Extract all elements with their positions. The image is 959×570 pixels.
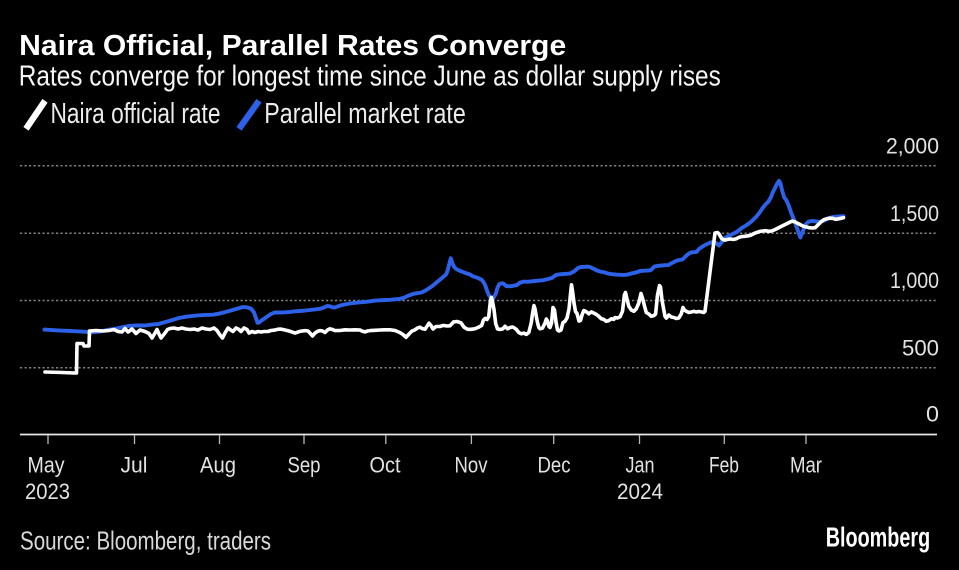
svg-text:Dec: Dec	[538, 452, 571, 477]
svg-text:Sep: Sep	[288, 452, 321, 477]
svg-text:1,500: 1,500	[890, 201, 939, 226]
svg-text:Oct: Oct	[370, 452, 401, 477]
svg-text:May: May	[28, 452, 65, 477]
svg-text:Source: Bloomberg, traders: Source: Bloomberg, traders	[20, 525, 271, 555]
svg-text:0: 0	[926, 402, 939, 427]
svg-text:Parallel market rate: Parallel market rate	[264, 98, 466, 130]
svg-text:Aug: Aug	[200, 452, 236, 477]
svg-text:2024: 2024	[617, 479, 663, 504]
svg-text:2023: 2023	[25, 479, 70, 504]
svg-text:Rates converge for longest tim: Rates converge for longest time since Ju…	[19, 60, 721, 92]
svg-text:1,000: 1,000	[890, 268, 939, 293]
svg-text:500: 500	[902, 335, 939, 360]
svg-text:Nov: Nov	[455, 452, 488, 477]
svg-text:Jan: Jan	[626, 452, 655, 477]
svg-text:Naira official rate: Naira official rate	[51, 98, 221, 130]
svg-text:Mar: Mar	[790, 452, 822, 477]
svg-text:Naira Official, Parallel Rates: Naira Official, Parallel Rates Converge	[19, 30, 566, 62]
svg-text:Jul: Jul	[121, 452, 148, 477]
svg-text:2,000: 2,000	[886, 133, 939, 158]
svg-text:Bloomberg: Bloomberg	[826, 522, 931, 553]
svg-text:Feb: Feb	[709, 452, 739, 477]
